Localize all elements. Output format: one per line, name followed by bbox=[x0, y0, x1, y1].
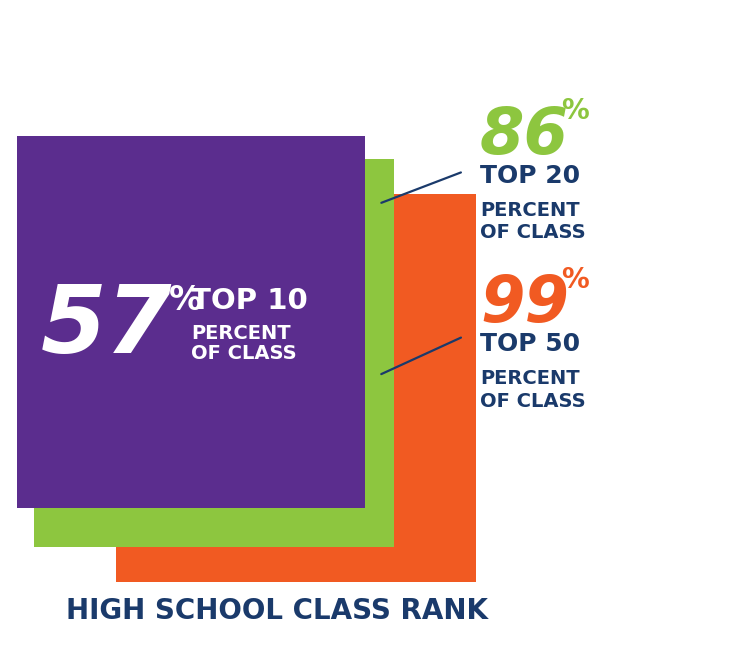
Text: OF CLASS: OF CLASS bbox=[191, 344, 297, 364]
Text: HIGH SCHOOL CLASS RANK: HIGH SCHOOL CLASS RANK bbox=[67, 597, 488, 626]
Bar bbox=[34, 159, 394, 547]
Text: PERCENT: PERCENT bbox=[480, 369, 580, 388]
Text: PERCENT: PERCENT bbox=[191, 324, 291, 343]
Text: OF CLASS: OF CLASS bbox=[480, 223, 586, 243]
Text: TOP 50: TOP 50 bbox=[480, 332, 580, 356]
Text: TOP 20: TOP 20 bbox=[480, 164, 580, 188]
Text: 86: 86 bbox=[480, 105, 569, 167]
Bar bbox=[16, 136, 365, 508]
Text: PERCENT: PERCENT bbox=[480, 201, 580, 220]
Text: 57: 57 bbox=[41, 281, 172, 373]
Bar bbox=[116, 194, 476, 582]
Text: OF CLASS: OF CLASS bbox=[480, 391, 586, 411]
Text: %: % bbox=[561, 97, 589, 126]
Text: 99: 99 bbox=[480, 273, 569, 335]
Text: TOP 10: TOP 10 bbox=[191, 287, 308, 315]
Text: %: % bbox=[561, 265, 589, 294]
Text: %: % bbox=[169, 284, 202, 318]
